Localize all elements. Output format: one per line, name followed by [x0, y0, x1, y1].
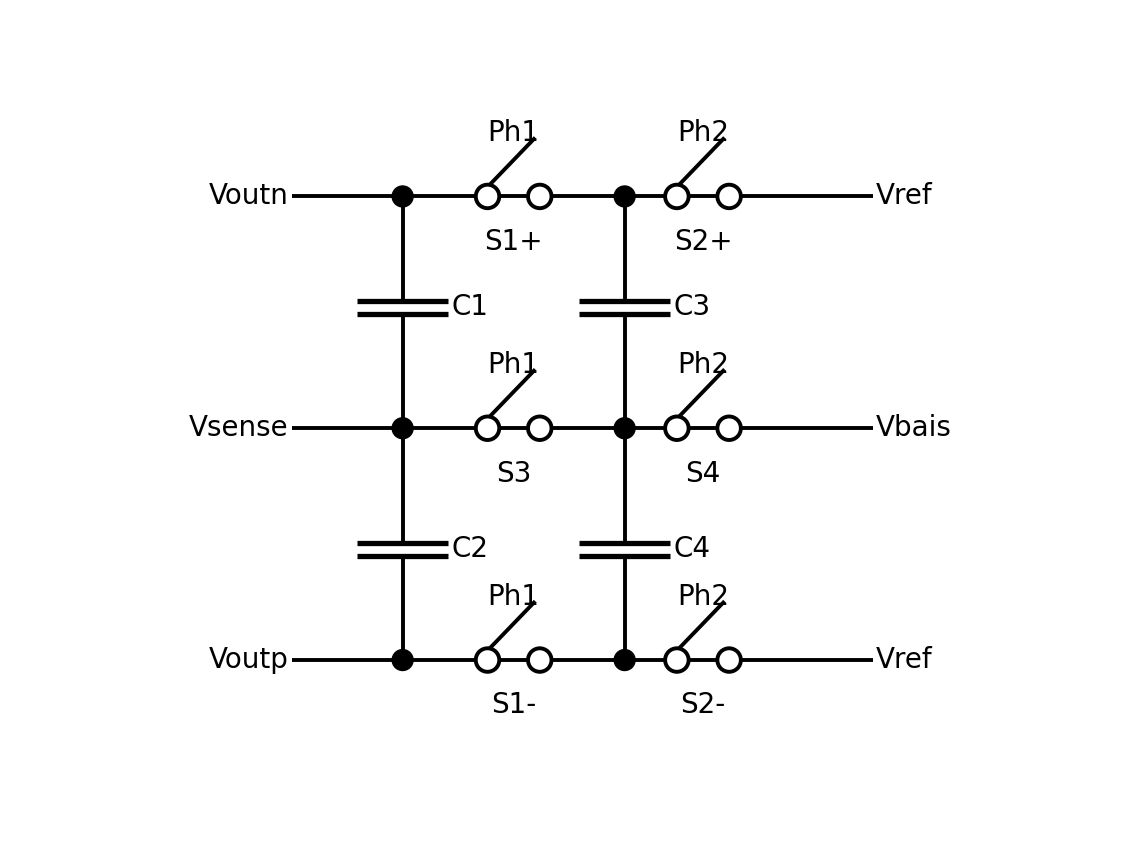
Circle shape — [615, 418, 635, 438]
Text: Vbais: Vbais — [876, 414, 952, 443]
Text: Vsense: Vsense — [189, 414, 289, 443]
Circle shape — [665, 648, 688, 672]
Text: C3: C3 — [674, 293, 711, 321]
Circle shape — [717, 648, 741, 672]
Circle shape — [392, 650, 414, 671]
Text: Ph1: Ph1 — [487, 120, 540, 148]
Circle shape — [476, 185, 500, 209]
Circle shape — [528, 185, 551, 209]
Circle shape — [476, 416, 500, 440]
Text: Voutn: Voutn — [209, 182, 289, 210]
Text: Voutp: Voutp — [209, 646, 289, 674]
Text: Ph2: Ph2 — [677, 351, 729, 379]
Text: S1+: S1+ — [484, 228, 543, 256]
Circle shape — [717, 416, 741, 440]
Text: C2: C2 — [452, 535, 488, 563]
Circle shape — [392, 186, 414, 207]
Text: C1: C1 — [452, 293, 488, 321]
Text: S1-: S1- — [491, 691, 536, 719]
Text: S3: S3 — [496, 460, 532, 488]
Circle shape — [476, 648, 500, 672]
Text: Ph1: Ph1 — [487, 583, 540, 611]
Text: Vref: Vref — [876, 646, 933, 674]
Text: Vref: Vref — [876, 182, 933, 210]
Circle shape — [392, 418, 414, 438]
Text: Ph1: Ph1 — [487, 351, 540, 379]
Text: C4: C4 — [674, 535, 711, 563]
Circle shape — [665, 416, 688, 440]
Text: S2+: S2+ — [674, 228, 733, 256]
Text: Ph2: Ph2 — [677, 120, 729, 148]
Text: S2-: S2- — [680, 691, 726, 719]
Circle shape — [528, 648, 551, 672]
Text: S4: S4 — [685, 460, 720, 488]
Circle shape — [717, 185, 741, 209]
Circle shape — [615, 186, 635, 207]
Circle shape — [528, 416, 551, 440]
Circle shape — [615, 650, 635, 671]
Circle shape — [665, 185, 688, 209]
Text: Ph2: Ph2 — [677, 583, 729, 611]
